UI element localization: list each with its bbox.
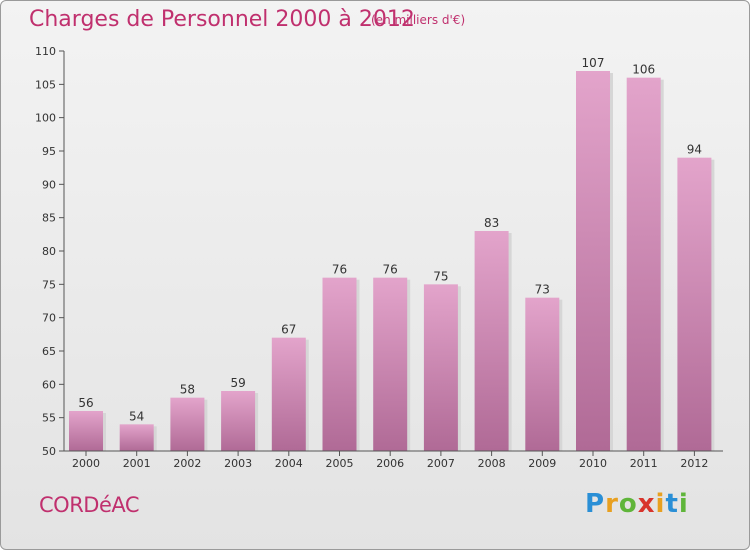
y-tick-label: 90 <box>42 178 56 191</box>
bar <box>69 411 103 451</box>
y-tick-label: 75 <box>42 278 56 291</box>
y-tick-label: 70 <box>42 312 56 325</box>
y-tick-label: 110 <box>35 45 56 58</box>
x-tick-label: 2006 <box>376 457 404 470</box>
bar <box>373 277 408 451</box>
proxiti-logo: Proxiti <box>585 489 689 519</box>
y-tick-label: 85 <box>42 212 56 225</box>
bar-value-label: 83 <box>484 216 499 230</box>
logo-letter: o <box>618 489 638 519</box>
bar <box>271 337 306 451</box>
chart-title: Charges de Personnel 2000 à 2012 <box>29 7 415 32</box>
logo-letter: t <box>665 489 679 519</box>
y-tick-label: 60 <box>42 378 56 391</box>
x-tick-label: 2007 <box>427 457 455 470</box>
bar <box>322 277 357 451</box>
bar-value-label: 67 <box>281 323 296 337</box>
bar <box>626 77 661 452</box>
x-tick-label: 2005 <box>326 457 354 470</box>
bar-value-label: 58 <box>180 383 195 397</box>
chart-subtitle: (en milliers d'€) <box>371 13 466 27</box>
x-tick-label: 2002 <box>173 457 201 470</box>
y-tick-label: 95 <box>42 145 56 158</box>
y-tick-label: 55 <box>42 412 56 425</box>
bar-value-label: 56 <box>78 396 93 410</box>
bar-value-label: 75 <box>433 269 448 283</box>
logo-letter: i <box>678 489 689 519</box>
bar <box>221 391 256 451</box>
x-tick-label: 2003 <box>224 457 252 470</box>
bar-value-label: 76 <box>383 263 398 277</box>
bar-value-label: 106 <box>632 63 655 77</box>
y-tick-label: 50 <box>42 445 56 458</box>
x-tick-label: 2001 <box>123 457 151 470</box>
bar <box>576 71 610 451</box>
bar <box>119 424 154 451</box>
x-tick-label: 2000 <box>72 457 100 470</box>
bar-value-label: 59 <box>230 376 245 390</box>
bar-value-label: 107 <box>582 56 605 70</box>
bar-value-label: 73 <box>535 283 550 297</box>
bar-value-label: 94 <box>687 143 702 157</box>
y-tick-label: 100 <box>35 112 56 125</box>
city-name: CORDéAC <box>39 493 140 517</box>
y-tick-label: 105 <box>35 78 56 91</box>
logo-letter: P <box>585 489 606 519</box>
y-tick-label: 80 <box>42 245 56 258</box>
x-tick-label: 2004 <box>275 457 303 470</box>
bar <box>170 397 205 451</box>
bar <box>474 231 509 451</box>
bar <box>423 284 458 451</box>
bar-value-label: 76 <box>332 263 347 277</box>
bar <box>525 297 560 451</box>
y-tick-label: 65 <box>42 345 56 358</box>
x-tick-label: 2012 <box>680 457 708 470</box>
x-tick-label: 2010 <box>579 457 607 470</box>
x-tick-label: 2011 <box>630 457 658 470</box>
logo-letter: x <box>637 489 656 519</box>
logo-letter: r <box>605 489 619 519</box>
bar-value-label: 54 <box>129 409 144 423</box>
logo-letter: i <box>655 489 666 519</box>
x-tick-label: 2009 <box>528 457 556 470</box>
bar <box>677 157 712 451</box>
x-tick-label: 2008 <box>478 457 506 470</box>
